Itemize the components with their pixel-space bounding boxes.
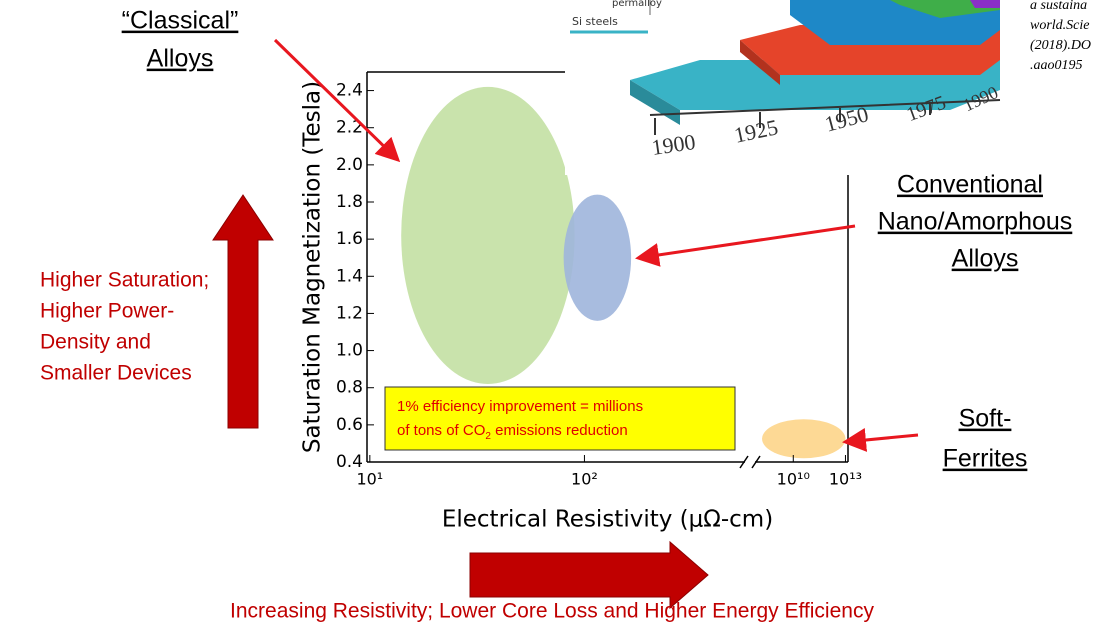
citation: a sustaina world.Scie (2018).DO .aao0195	[1030, 0, 1091, 73]
text: Density and	[40, 331, 151, 354]
x-tick-label: 10²	[571, 470, 598, 489]
y-tick-label: 1.2	[336, 303, 363, 323]
text: Increasing Resistivity; Lower Core Loss …	[230, 600, 874, 623]
text: Higher Saturation;	[40, 269, 209, 292]
y-tick-label: 2.4	[336, 81, 363, 101]
pointer	[275, 40, 398, 160]
region	[401, 87, 574, 384]
pointer	[845, 435, 918, 442]
label: Nano/Amorphous	[878, 208, 1073, 236]
label: Ferrites	[943, 445, 1028, 473]
right-arrow	[470, 542, 708, 608]
label: “Classical”	[122, 7, 239, 35]
up-arrow	[213, 195, 273, 428]
citation-line: .aao0195	[1030, 58, 1083, 73]
slide: 0.40.60.81.01.21.41.61.82.02.22.410¹10²1…	[0, 0, 1104, 627]
label: Conventional	[897, 171, 1043, 199]
y-tick-label: 1.0	[336, 341, 363, 361]
region	[762, 419, 845, 458]
note-box	[385, 387, 735, 450]
label: Alloys	[952, 245, 1019, 273]
inset-label: Si steels	[572, 15, 618, 28]
y-tick-label: 1.6	[336, 229, 363, 249]
label: Soft-	[959, 405, 1012, 433]
y-tick-label: 1.4	[336, 266, 363, 286]
citation-line: world.Scie	[1030, 18, 1090, 33]
pointer	[638, 226, 855, 258]
text: Smaller Devices	[40, 362, 192, 385]
citation-line: a sustaina	[1030, 0, 1087, 13]
x-axis-label: Electrical Resistivity (μΩ-cm)	[442, 507, 773, 533]
x-tick-label: 10¹⁰	[777, 470, 810, 489]
citation-line: (2018).DO	[1030, 38, 1091, 53]
note-text-part: emissions reduction	[491, 422, 628, 439]
inset-label: permalloy	[612, 0, 662, 9]
label: Alloys	[147, 45, 214, 73]
note-text: 1% efficiency improvement = millions	[397, 398, 643, 415]
y-tick-label: 1.8	[336, 192, 363, 212]
y-tick-label: 2.0	[336, 155, 363, 175]
y-axis-label: Saturation Magnetization (Tesla)	[300, 81, 326, 453]
x-tick-label: 10¹³	[829, 470, 862, 489]
note-text-part: of tons of CO	[397, 422, 485, 439]
region	[564, 195, 631, 321]
inset-image: 1900 1925 1950 1975 1990 permalloy Si st…	[565, 0, 1025, 175]
y-tick-label: 0.6	[336, 415, 363, 435]
x-tick-label: 10¹	[356, 470, 383, 489]
y-tick-label: 0.8	[336, 378, 363, 398]
text: Higher Power-	[40, 300, 174, 323]
